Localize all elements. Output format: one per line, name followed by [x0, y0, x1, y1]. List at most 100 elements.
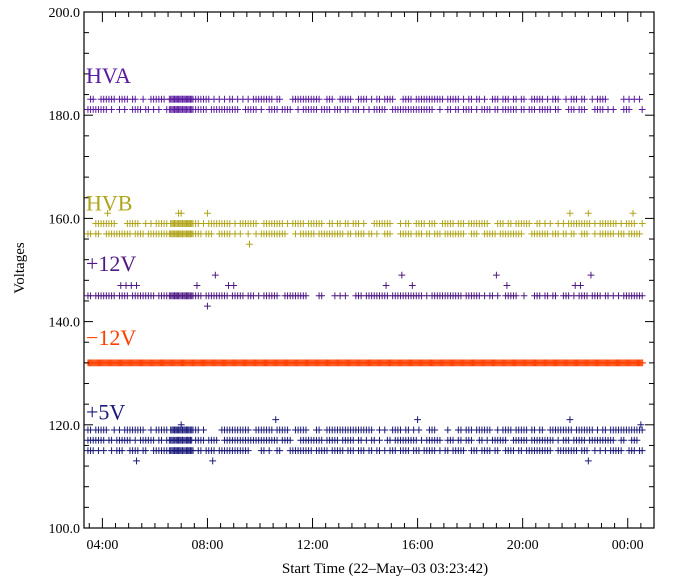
data-point-5v — [415, 426, 423, 434]
data-point-5v — [436, 436, 444, 444]
data-point-hvb — [525, 220, 533, 227]
data-point-hva — [381, 106, 389, 113]
axis-ticks: 100.0 120.0 140.0 160.0 180.0 200.0 04:00 08:00… — [49, 6, 654, 553]
data-point-12v — [577, 282, 584, 289]
data-point-hvb — [188, 220, 196, 227]
data-point-5v — [188, 436, 196, 444]
data-point-5v — [133, 457, 140, 465]
data-point-hvb — [629, 209, 637, 217]
data-point-hvb — [373, 230, 381, 238]
data-point-5v — [431, 426, 439, 434]
data-point-5v — [244, 447, 252, 454]
data-point-hvb — [636, 230, 643, 238]
data-point-5v — [633, 436, 641, 444]
data-point-hvb — [386, 220, 394, 227]
data-point-hva — [108, 106, 115, 113]
data-point-5v — [209, 457, 217, 465]
data-point-hva — [286, 106, 294, 113]
data-point-5v — [118, 447, 126, 454]
data-point-hva — [436, 106, 444, 113]
data-point-hva — [554, 106, 562, 113]
data-point-5v — [276, 447, 284, 454]
data-point-hva — [315, 95, 323, 103]
data-point-hvb — [483, 220, 491, 227]
data-point-5v — [188, 426, 196, 434]
x-axis-label: Start Time (22–May–03 03:23:42) — [282, 561, 488, 577]
data-point-5v — [486, 426, 494, 434]
data-point-hva — [389, 95, 397, 103]
data-point-5v — [381, 426, 389, 434]
data-point-12v — [230, 282, 238, 289]
data-point-12v — [587, 271, 595, 279]
data-point-hvb — [386, 230, 394, 238]
data-point-12v — [638, 292, 646, 300]
data-point-hvb — [460, 230, 467, 238]
data-point-hvb — [207, 230, 215, 238]
data-point-5v — [566, 416, 574, 424]
data-point-12v — [552, 292, 559, 300]
data-point-hvb — [318, 220, 326, 227]
series-label: HVA — [86, 63, 131, 88]
data-point-hvb — [236, 230, 244, 238]
y-tick-label: 160.0 — [49, 212, 81, 227]
data-point-5v — [177, 421, 185, 429]
data-point-hvb — [281, 230, 289, 238]
data-point-5v — [638, 447, 646, 454]
data-point-hvb — [177, 209, 185, 217]
data-point-5v — [468, 436, 475, 444]
data-point-hva — [481, 95, 488, 103]
data-point-5v — [546, 447, 554, 454]
data-point-5v — [460, 447, 467, 454]
data-point-hva — [554, 95, 562, 103]
data-point-12v — [133, 282, 140, 289]
data-point-hvb — [246, 240, 253, 248]
data-point-12v — [273, 292, 281, 300]
data-point-12v — [494, 292, 502, 300]
data-point-hva — [609, 106, 617, 113]
data-point-hvb — [566, 209, 574, 217]
data-point-hvb — [95, 230, 102, 238]
data-point-5v — [444, 426, 452, 434]
data-point-12v — [520, 292, 528, 300]
series-label: +12V — [86, 251, 136, 276]
data-point-hva — [234, 106, 242, 113]
data-point-5v — [272, 416, 280, 424]
data-point-5v — [265, 447, 273, 454]
data-point-12v — [204, 302, 211, 310]
data-point-12v — [503, 282, 511, 289]
data-point-12v — [188, 292, 196, 300]
data-point-12v — [211, 271, 219, 279]
data-point-hvb — [134, 220, 142, 227]
data-point-hva — [89, 95, 97, 103]
data-point-hvb — [584, 209, 592, 217]
y-tick-label: 100.0 — [49, 522, 81, 537]
x-tick-label: 16:00 — [402, 538, 434, 553]
data-point-5v — [315, 426, 323, 434]
x-tick-label: 12:00 — [297, 538, 329, 553]
series-label: +5V — [86, 400, 125, 425]
data-point-hvb — [252, 220, 260, 227]
data-point-5v — [414, 416, 421, 424]
data-point-5v — [368, 426, 376, 434]
data-point-12v — [341, 292, 349, 300]
data-point-5v — [302, 426, 310, 434]
x-tick-label: 08:00 — [192, 538, 224, 553]
data-point-5v — [200, 426, 207, 434]
data-point-hvb — [546, 220, 554, 227]
y-tick-label: 120.0 — [49, 419, 81, 434]
data-point-5v — [102, 426, 110, 434]
data-point-5v — [638, 426, 646, 434]
data-point-hvb — [570, 230, 578, 238]
data-point-12v — [492, 271, 500, 279]
data-point-5v — [213, 436, 221, 444]
data-point-hvb — [583, 230, 591, 238]
data-point-12v — [193, 282, 201, 289]
data-point-5v — [584, 457, 592, 465]
y-tick-label: 140.0 — [49, 316, 81, 331]
data-point-hvb — [405, 220, 412, 227]
data-point-hvb — [104, 209, 112, 217]
plot-area-border — [83, 11, 655, 529]
data-point-5v — [142, 447, 150, 454]
